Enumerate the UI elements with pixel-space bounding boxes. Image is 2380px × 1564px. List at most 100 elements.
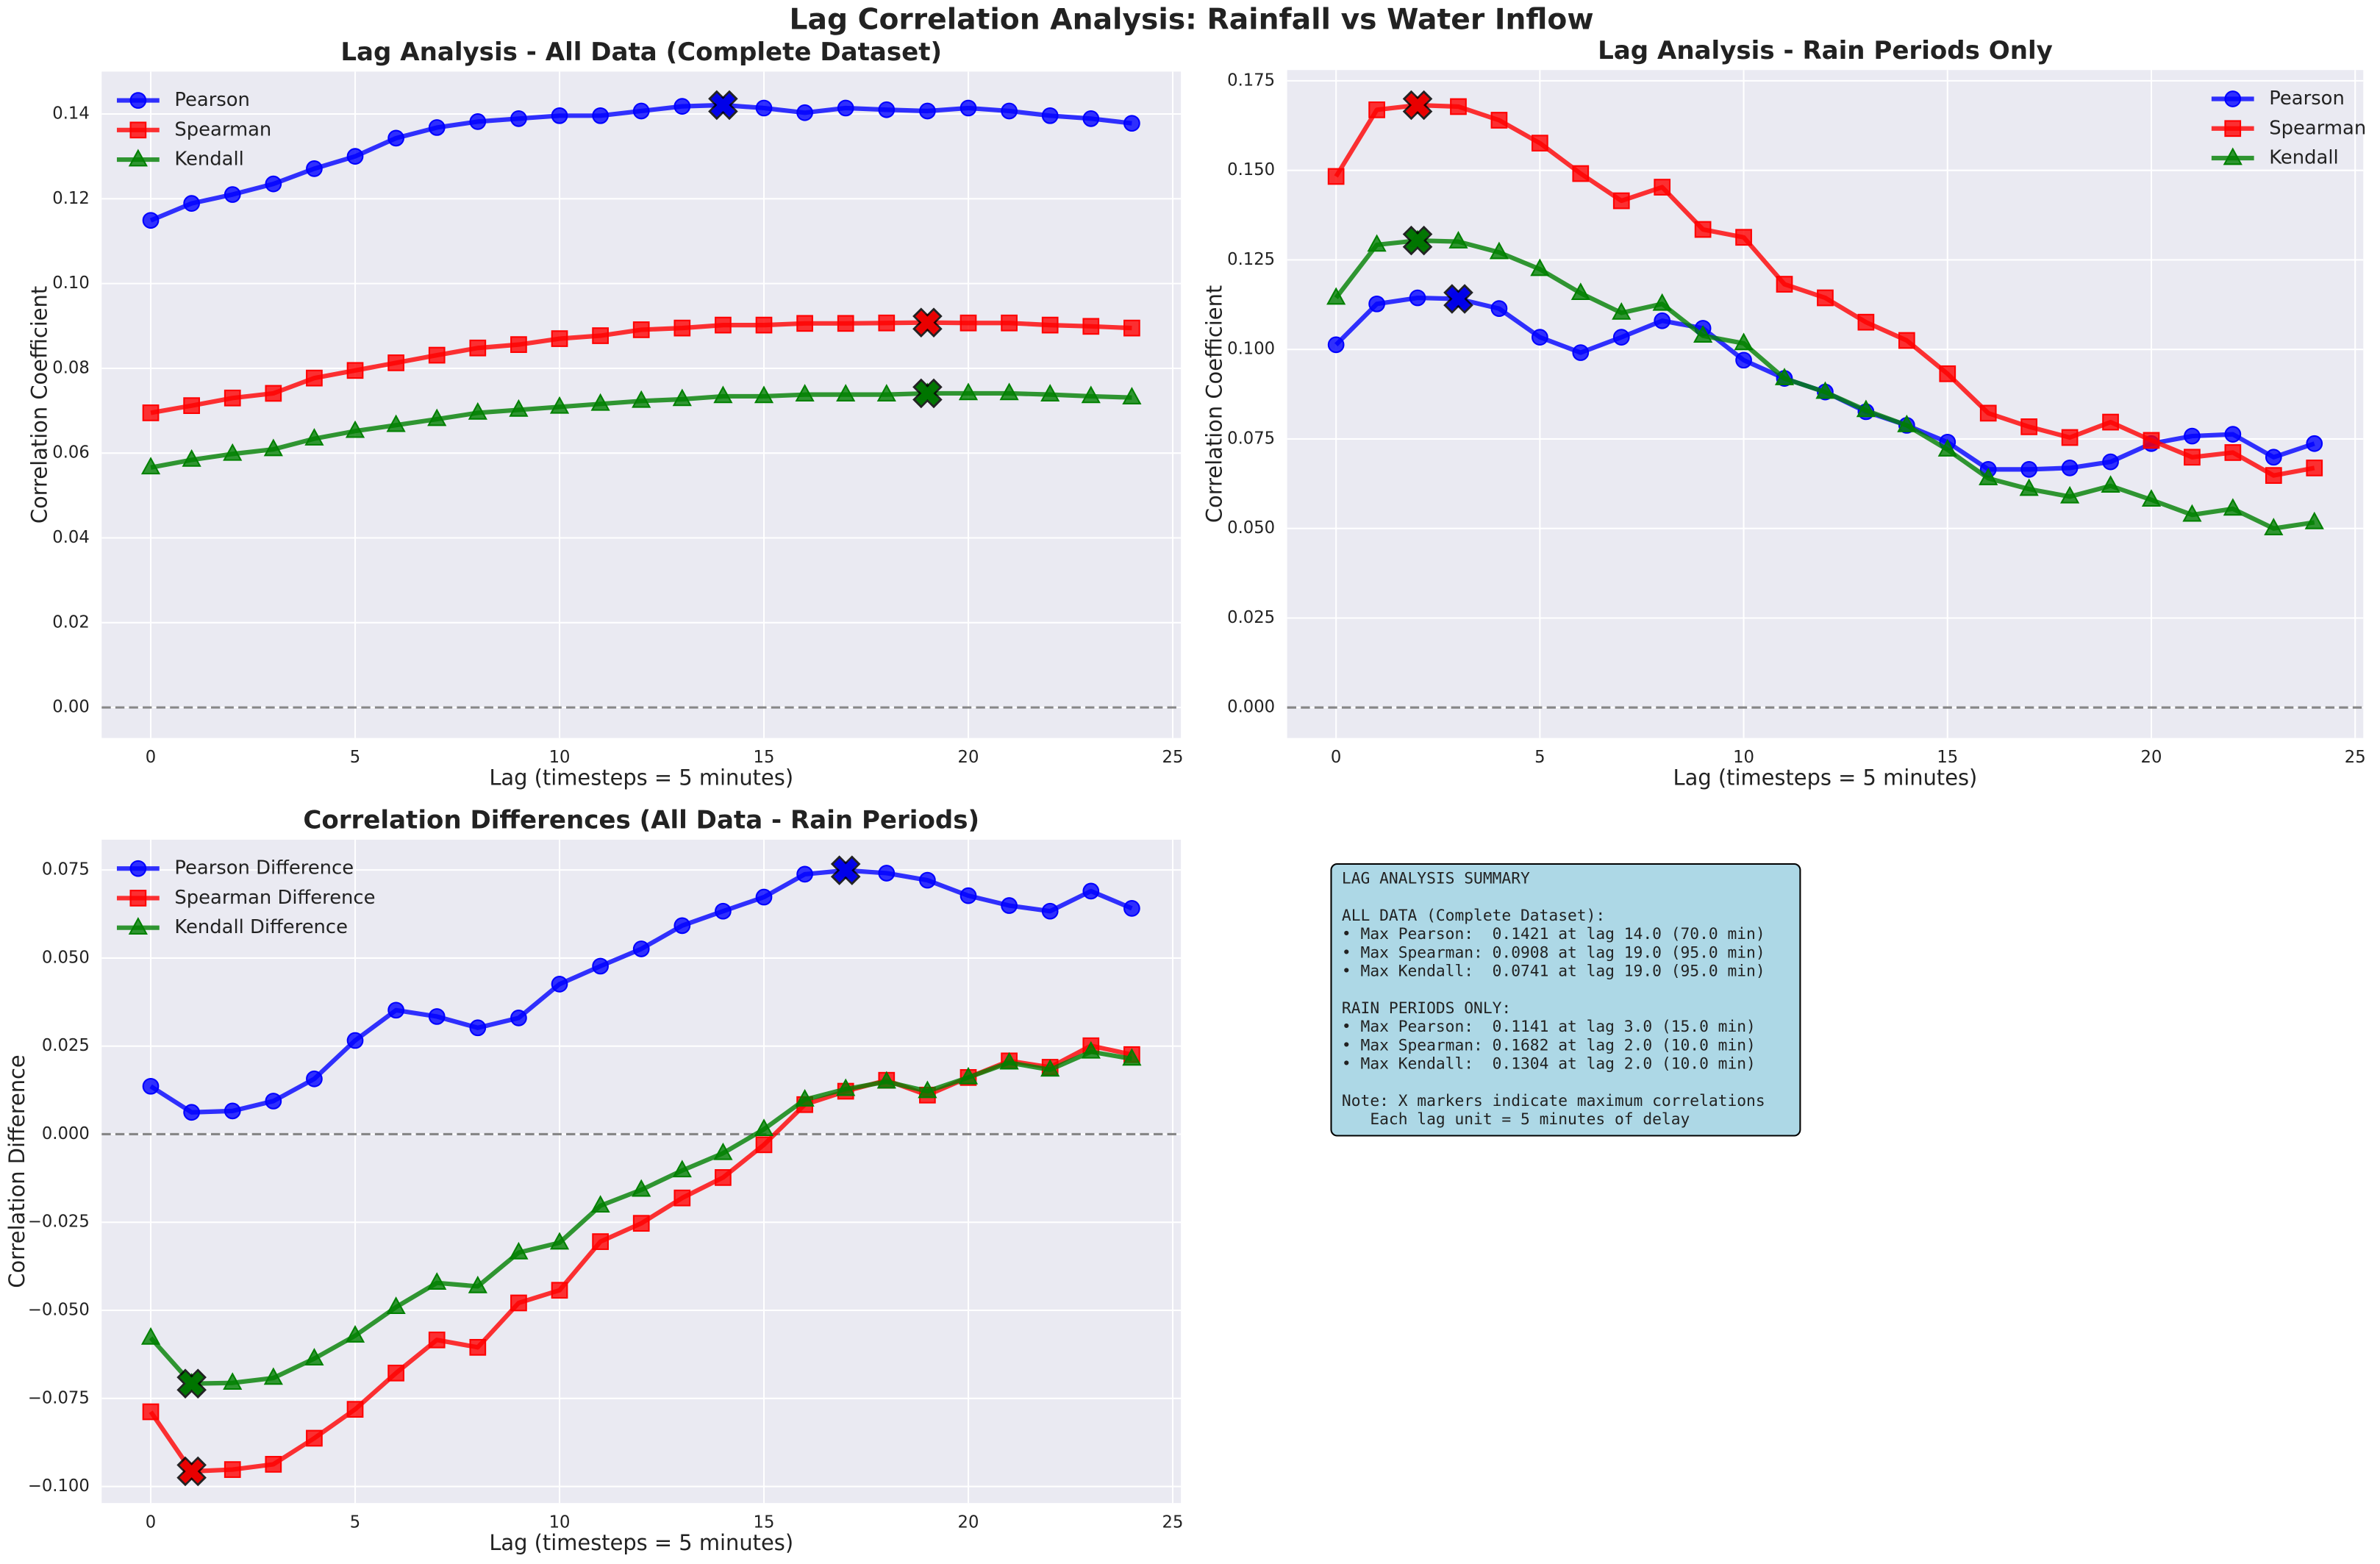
- data-point: [142, 212, 160, 229]
- data-point: [551, 107, 568, 124]
- data-point: [673, 319, 691, 337]
- data-point: [265, 1456, 282, 1473]
- data-point: [551, 1282, 568, 1299]
- y-tick-label: 0.025: [1227, 608, 1275, 627]
- y-tick-label: 0.02: [52, 613, 90, 632]
- summary-item: • Max Pearson: 0.1141 at lag 3.0 (15.0 m…: [1342, 1018, 1756, 1036]
- data-point: [224, 186, 241, 203]
- data-point: [1693, 325, 1713, 343]
- subplot: 0.00 0.02 0.04 0.06 0.08 0.10 0.12 0.14 0 5 10 15 20…: [27, 38, 1184, 790]
- data-point: [1448, 231, 1468, 249]
- data-point: [1530, 258, 1550, 276]
- data-point: [1937, 439, 1957, 457]
- x-tick-label: 25: [1162, 748, 1184, 767]
- data-point: [1041, 316, 1059, 334]
- data-point: [510, 1294, 527, 1312]
- y-axis-label: Correlation Coefficient: [27, 286, 52, 524]
- data-point: [510, 336, 527, 353]
- y-tick-label: 0.08: [52, 358, 90, 377]
- legend-label: Pearson: [2269, 88, 2345, 110]
- data-point: [428, 346, 446, 364]
- data-point: [265, 385, 282, 402]
- data-point: [140, 1326, 161, 1345]
- y-tick-label: −0.025: [28, 1213, 90, 1232]
- data-point: [2304, 511, 2324, 529]
- legend-marker: [129, 92, 147, 109]
- data-point: [878, 101, 896, 118]
- data-point: [592, 107, 609, 124]
- data-point: [837, 315, 854, 332]
- data-point: [673, 98, 691, 115]
- max-marker-fill: [833, 858, 858, 883]
- data-point: [1776, 276, 1793, 293]
- y-tick-label: 0.00: [52, 698, 90, 717]
- summary-item: • Max Spearman: 0.0908 at lag 19.0 (95.0…: [1342, 943, 1765, 962]
- data-point: [142, 1077, 160, 1095]
- data-point: [387, 129, 404, 147]
- data-point: [632, 940, 650, 957]
- data-point: [673, 1189, 691, 1207]
- x-axis-label: Lag (timesteps = 5 minutes): [1673, 765, 1978, 790]
- data-point: [468, 401, 487, 420]
- data-point: [796, 104, 813, 121]
- data-point: [755, 316, 773, 334]
- data-point: [1612, 329, 1630, 346]
- y-tick-label: 0.100: [1227, 340, 1275, 359]
- data-point: [306, 160, 323, 177]
- data-point: [1082, 110, 1100, 127]
- data-point: [1857, 313, 1875, 331]
- data-point: [140, 457, 161, 475]
- summary-item: • Max Kendall: 0.1304 at lag 2.0 (10.0 m…: [1342, 1054, 1756, 1073]
- data-point: [223, 443, 243, 461]
- data-point: [1001, 102, 1018, 120]
- x-tick-label: 0: [146, 1513, 156, 1532]
- data-point: [1122, 1048, 1142, 1066]
- y-tick-label: 0.14: [52, 104, 90, 124]
- data-point: [428, 1008, 446, 1025]
- data-point: [510, 110, 527, 127]
- data-point: [2020, 460, 2038, 478]
- data-point: [2102, 413, 2119, 431]
- summary-background: [1330, 863, 1801, 1137]
- data-point: [959, 99, 977, 117]
- data-point: [2306, 460, 2323, 476]
- data-point: [1612, 192, 1630, 210]
- data-point: [509, 1241, 529, 1260]
- data-point: [1001, 897, 1018, 914]
- data-point: [1612, 301, 1632, 320]
- data-point: [428, 119, 446, 136]
- data-point: [265, 1093, 282, 1110]
- legend-label: Spearman Difference: [174, 887, 375, 909]
- data-point: [224, 1102, 241, 1120]
- data-point: [182, 449, 201, 467]
- data-point: [1490, 300, 1508, 318]
- data-point: [1122, 387, 1142, 404]
- data-point: [713, 385, 733, 404]
- data-point: [672, 1160, 692, 1178]
- data-point: [469, 1019, 487, 1037]
- y-tick-label: 0.10: [52, 274, 90, 293]
- y-tick-label: 0.12: [52, 189, 90, 208]
- data-point: [142, 1403, 160, 1421]
- data-point: [1570, 282, 1590, 301]
- data-point: [1326, 287, 1346, 305]
- legend-label: Spearman: [174, 118, 271, 140]
- data-point: [224, 1461, 241, 1478]
- x-tick-label: 20: [2141, 748, 2162, 767]
- data-point: [549, 396, 570, 414]
- legend-marker: [129, 890, 147, 907]
- data-point: [387, 354, 404, 371]
- data-point: [387, 1001, 404, 1019]
- data-point: [1898, 332, 1915, 349]
- x-tick-label: 10: [1733, 748, 1754, 767]
- data-point: [304, 428, 324, 446]
- legend-marker: [129, 121, 147, 139]
- data-point: [2182, 504, 2202, 522]
- data-point: [999, 1051, 1019, 1070]
- data-point: [795, 384, 815, 401]
- data-point: [999, 382, 1019, 401]
- x-tick-label: 15: [1937, 748, 1958, 767]
- data-point: [469, 113, 487, 130]
- legend-label: Kendall: [174, 149, 243, 171]
- data-point: [958, 382, 979, 401]
